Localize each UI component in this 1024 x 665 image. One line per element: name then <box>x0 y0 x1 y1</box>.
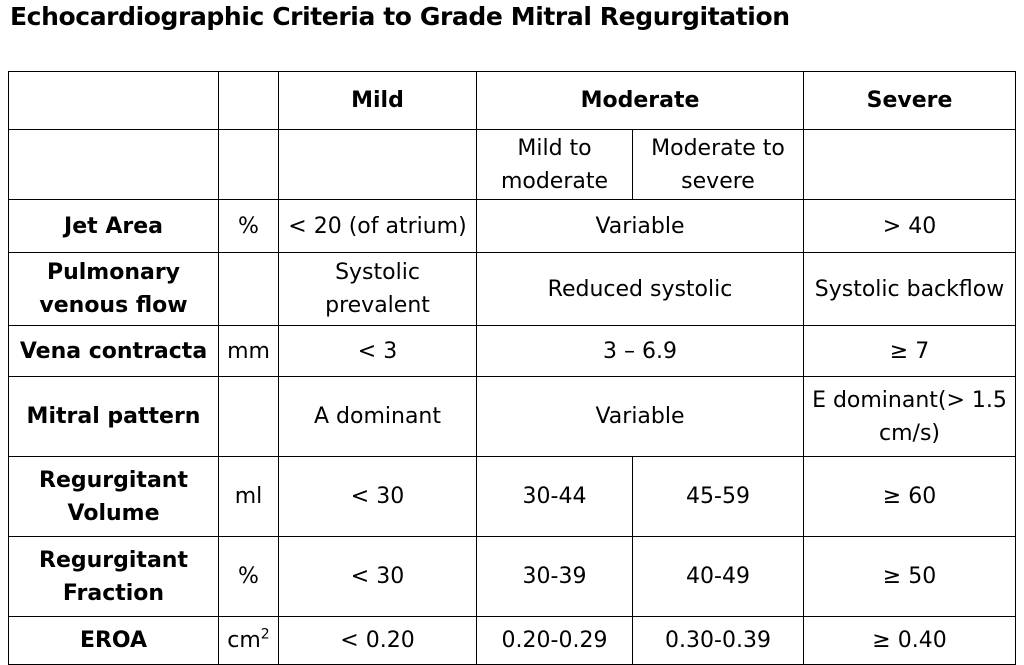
table-row: Regurgitant Volume ml < 30 30-44 45-59 ≥… <box>8 456 1016 537</box>
table-row: Regurgitant Fraction % < 30 30-39 40-49 … <box>8 536 1016 617</box>
row-label: EROA <box>8 616 219 665</box>
table-row: Jet Area % < 20 (of atrium) Variable > 4… <box>8 199 1016 253</box>
empty-cell <box>803 129 1016 200</box>
empty-cell <box>8 71 219 130</box>
header-moderate: Moderate <box>476 71 804 130</box>
page-title: Echocardiographic Criteria to Grade Mitr… <box>10 2 790 31</box>
mild-to-moderate-cell: 30-44 <box>476 456 633 537</box>
header-mild: Mild <box>278 71 477 130</box>
unit-cell: mm <box>218 325 279 377</box>
unit-cell: % <box>218 199 279 253</box>
severe-cell: Systolic backflow <box>803 252 1016 326</box>
row-label: Jet Area <box>8 199 219 253</box>
severe-cell: E dominant(> 1.5 cm/s) <box>803 376 1016 457</box>
subheader-mild-to-moderate: Mild to moderate <box>476 129 633 200</box>
mild-cell: < 3 <box>278 325 477 377</box>
table-row: Vena contracta mm < 3 3 – 6.9 ≥ 7 <box>8 325 1016 377</box>
empty-cell <box>8 129 219 200</box>
mild-cell: Systolic prevalent <box>278 252 477 326</box>
empty-cell <box>218 129 279 200</box>
mild-cell: < 20 (of atrium) <box>278 199 477 253</box>
header-severe: Severe <box>803 71 1016 130</box>
moderate-cell: Variable <box>476 376 804 457</box>
moderate-cell: Variable <box>476 199 804 253</box>
unit-cell: cm2 <box>218 616 279 665</box>
severe-cell: ≥ 7 <box>803 325 1016 377</box>
moderate-cell: 3 – 6.9 <box>476 325 804 377</box>
row-label: Regurgitant Volume <box>8 456 219 537</box>
table-row: EROA cm2 < 0.20 0.20-0.29 0.30-0.39 ≥ 0.… <box>8 616 1016 665</box>
row-label: Mitral pattern <box>8 376 219 457</box>
mild-to-moderate-cell: 30-39 <box>476 536 633 617</box>
row-label: Regurgitant Fraction <box>8 536 219 617</box>
mild-to-moderate-cell: 0.20-0.29 <box>476 616 633 665</box>
mild-cell: < 0.20 <box>278 616 477 665</box>
criteria-table: Mild Moderate Severe Mild to moderate Mo… <box>8 71 1016 665</box>
unit-cell: ml <box>218 456 279 537</box>
unit-cell <box>218 376 279 457</box>
table-row: Mitral pattern A dominant Variable E dom… <box>8 376 1016 457</box>
row-label: Vena contracta <box>8 325 219 377</box>
mild-cell: A dominant <box>278 376 477 457</box>
unit-text: cm <box>227 628 261 653</box>
unit-cell <box>218 252 279 326</box>
unit-cell: % <box>218 536 279 617</box>
moderate-to-severe-cell: 40-49 <box>632 536 804 617</box>
empty-cell <box>278 129 477 200</box>
unit-superscript: 2 <box>260 626 270 643</box>
table-row: Pulmonary venous flow Systolic prevalent… <box>8 252 1016 326</box>
subheader-row: Mild to moderate Moderate to severe <box>8 129 1016 200</box>
moderate-cell: Reduced systolic <box>476 252 804 326</box>
mild-cell: < 30 <box>278 456 477 537</box>
subheader-moderate-to-severe: Moderate to severe <box>632 129 804 200</box>
severe-cell: ≥ 60 <box>803 456 1016 537</box>
moderate-to-severe-cell: 0.30-0.39 <box>632 616 804 665</box>
severe-cell: ≥ 0.40 <box>803 616 1016 665</box>
mild-cell: < 30 <box>278 536 477 617</box>
severe-cell: ≥ 50 <box>803 536 1016 617</box>
empty-cell <box>218 71 279 130</box>
header-row: Mild Moderate Severe <box>8 71 1016 130</box>
severe-cell: > 40 <box>803 199 1016 253</box>
moderate-to-severe-cell: 45-59 <box>632 456 804 537</box>
row-label: Pulmonary venous flow <box>8 252 219 326</box>
